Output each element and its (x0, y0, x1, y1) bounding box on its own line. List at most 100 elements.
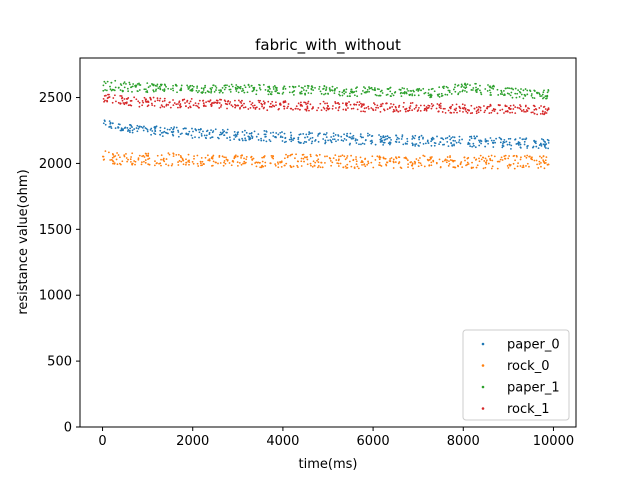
data-point (367, 105, 370, 108)
data-point (515, 154, 518, 157)
data-point (402, 105, 405, 108)
data-point (506, 87, 509, 89)
data-point (215, 99, 218, 102)
data-point (306, 158, 309, 161)
data-point (538, 92, 541, 95)
data-point (242, 106, 245, 109)
data-point (176, 91, 178, 94)
data-point (274, 164, 277, 167)
data-point (364, 157, 367, 160)
data-point (177, 131, 180, 133)
data-point (323, 85, 326, 88)
data-point (462, 89, 464, 92)
data-point (382, 157, 385, 159)
data-point (159, 106, 162, 109)
data-point (422, 87, 425, 90)
data-point (524, 95, 527, 97)
data-point (312, 160, 315, 163)
data-point (370, 107, 373, 109)
data-point (165, 158, 168, 160)
data-point (419, 104, 422, 107)
data-point (218, 89, 221, 92)
data-point (295, 105, 298, 108)
data-point (142, 101, 145, 104)
data-point (219, 131, 222, 134)
data-point (530, 93, 533, 95)
data-point (303, 101, 306, 104)
data-point (243, 134, 246, 136)
data-point (495, 137, 498, 140)
data-point (350, 137, 353, 140)
data-point (394, 140, 397, 143)
data-point (539, 95, 542, 97)
data-point (210, 164, 213, 167)
data-point (413, 108, 416, 110)
data-point (105, 89, 108, 92)
data-point (506, 92, 509, 95)
data-point (539, 155, 541, 158)
data-point (509, 163, 512, 166)
data-point (332, 135, 335, 138)
data-point (412, 89, 415, 92)
data-point (448, 163, 451, 165)
data-point (542, 159, 545, 162)
data-point (360, 92, 363, 95)
data-point (536, 163, 538, 166)
data-point (405, 91, 408, 94)
data-point (204, 156, 207, 159)
data-point (281, 136, 284, 139)
data-point (338, 155, 340, 158)
data-point (150, 127, 153, 130)
data-point (103, 100, 105, 103)
data-point (239, 100, 242, 103)
data-point (544, 95, 547, 98)
data-point (372, 109, 375, 112)
data-point (225, 103, 228, 105)
data-point (165, 103, 168, 106)
data-point (167, 164, 170, 167)
data-point (489, 104, 492, 107)
data-point (288, 91, 291, 94)
data-point (478, 144, 481, 147)
data-point (341, 91, 344, 94)
data-point (454, 140, 456, 142)
data-point (359, 156, 362, 159)
data-point (321, 166, 324, 169)
data-point (377, 106, 380, 109)
data-point (259, 88, 262, 91)
data-point (452, 160, 455, 163)
data-point (318, 153, 321, 156)
data-point (208, 131, 211, 134)
data-point (356, 86, 358, 89)
data-point (345, 88, 348, 91)
legend-label-rock_0: rock_0 (507, 359, 549, 374)
data-point (360, 143, 362, 146)
data-point (502, 141, 505, 143)
data-point (461, 85, 464, 87)
data-point (397, 110, 400, 113)
data-point (154, 128, 156, 130)
data-point (292, 93, 295, 96)
data-point (166, 128, 169, 131)
data-point (489, 137, 492, 139)
data-point (162, 158, 165, 161)
data-point (113, 94, 116, 97)
data-point (234, 104, 237, 107)
data-point (355, 160, 358, 163)
data-point (492, 142, 494, 144)
data-point (546, 109, 549, 112)
data-point (526, 93, 529, 96)
data-point (545, 112, 548, 114)
data-point (524, 104, 527, 107)
data-point (119, 103, 122, 105)
data-point (186, 100, 188, 103)
data-point (401, 135, 404, 138)
data-point (395, 106, 397, 109)
data-point (276, 161, 279, 164)
data-point (314, 86, 316, 89)
data-point (257, 133, 260, 136)
data-point (111, 101, 114, 104)
data-point (241, 90, 243, 93)
data-point (439, 141, 442, 144)
y-axis-label: resistance value(ohm) (16, 169, 31, 314)
